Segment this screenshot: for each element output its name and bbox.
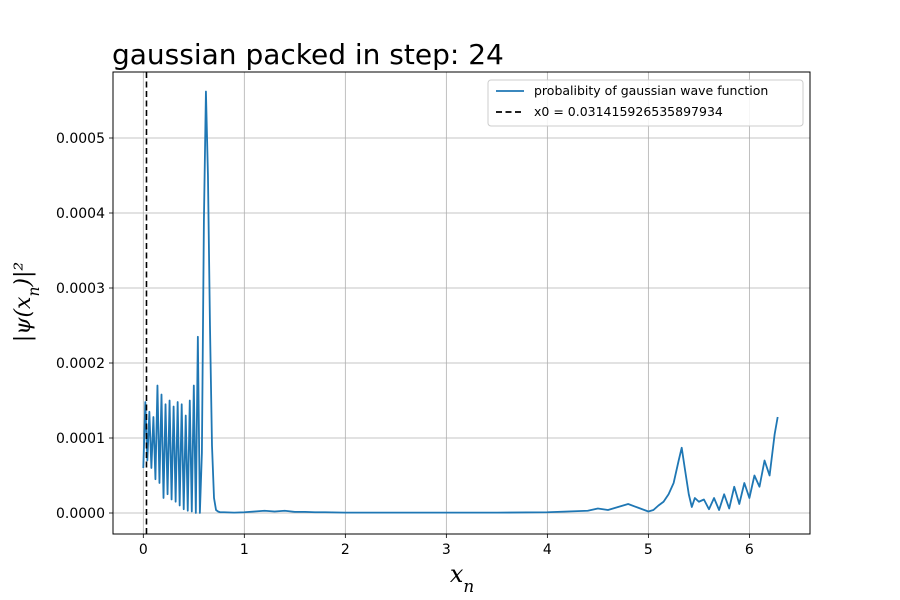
x-tick-label: 4 — [543, 542, 552, 558]
y-tick-label: 0.0002 — [56, 356, 105, 372]
legend-label: probalibity of gaussian wave function — [534, 83, 768, 98]
legend-box — [487, 79, 804, 127]
x-tick-label: 1 — [240, 542, 249, 558]
y-axis-label: |ψ(xn)|² — [11, 262, 43, 342]
y-tick-label: 0.0003 — [56, 281, 105, 297]
probability-series-line — [142, 90, 779, 514]
series-layer — [142, 72, 779, 534]
ticks: 0 1 2 3 4 5 6 0.0000 0.0001 0.0002 0.0003 0.0004 0.0… — [56, 131, 754, 558]
x-tick-label: 5 — [644, 542, 653, 558]
y-tick-label: 0.0005 — [56, 131, 105, 147]
chart-title: gaussian packed in step: 24 — [112, 38, 504, 71]
x-tick-label: 2 — [341, 542, 350, 558]
y-tick-label: 0.0004 — [56, 206, 105, 222]
x-tick-label: 0 — [139, 542, 148, 558]
plot-frame — [112, 71, 811, 535]
x-tick-label: 3 — [442, 542, 451, 558]
x-axis-label: xn — [450, 560, 474, 596]
legend-label: x0 = 0.031415926535897934 — [534, 104, 723, 119]
legend: probalibity of gaussian wave function x0 … — [487, 79, 804, 127]
y-tick-label: 0.0000 — [56, 506, 105, 522]
y-tick-label: 0.0001 — [56, 431, 105, 447]
x-tick-label: 6 — [745, 542, 754, 558]
